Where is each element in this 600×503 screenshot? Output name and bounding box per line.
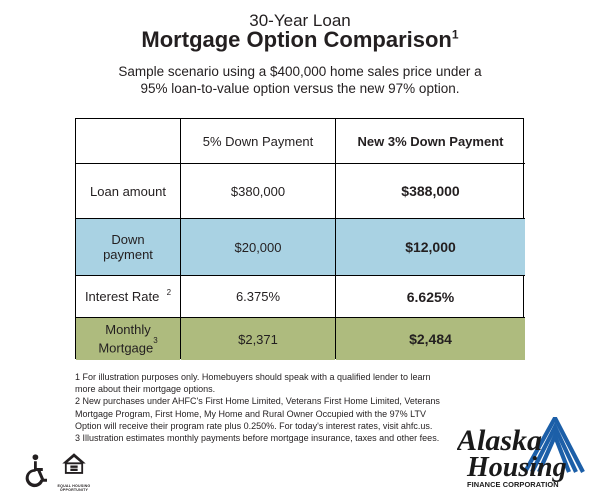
svg-text:FINANCE CORPORATION: FINANCE CORPORATION [467, 480, 559, 489]
svg-text:Housing: Housing [466, 452, 567, 483]
